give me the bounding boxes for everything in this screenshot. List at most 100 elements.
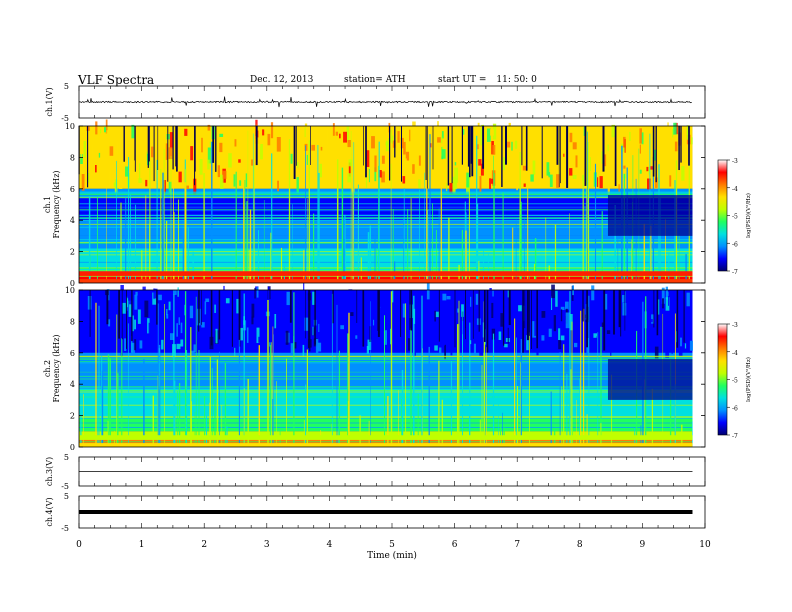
psd-noise <box>408 338 411 351</box>
psd-noise <box>83 141 86 158</box>
psd-noise <box>381 171 385 183</box>
psd-noise <box>570 314 573 331</box>
psd-noise <box>125 166 129 177</box>
psd-noise <box>678 348 683 357</box>
psd-noise <box>180 339 184 347</box>
psd-noise <box>131 336 133 353</box>
psd-noise <box>91 144 94 159</box>
psd-noise <box>441 131 444 139</box>
psd-noise <box>180 322 183 334</box>
psd-noise <box>125 317 129 330</box>
xtick-label: 1 <box>139 540 145 550</box>
psd-noise <box>599 176 603 189</box>
psd-noise <box>681 166 685 181</box>
psd-noise <box>131 342 135 355</box>
psd-noise <box>462 129 465 135</box>
psd-noise <box>576 302 579 308</box>
psd-noise <box>620 143 625 152</box>
psd-noise <box>391 290 394 303</box>
ch2-spectrogram-frame <box>78 289 706 448</box>
psd-noise <box>654 177 658 188</box>
psd-noise <box>597 177 599 188</box>
psd-noise <box>556 174 560 188</box>
psd-noise <box>470 340 472 345</box>
psd-noise <box>297 161 299 169</box>
ytick-label: 4 <box>70 216 75 225</box>
ytick-label: 6 <box>70 185 75 194</box>
psd-noise <box>412 164 415 174</box>
psd-noise <box>132 315 134 332</box>
psd-noise <box>138 178 142 183</box>
psd-noise <box>170 333 174 340</box>
psd-noise <box>426 313 431 323</box>
psd-noise <box>433 294 436 299</box>
psd-noise <box>684 343 687 349</box>
psd-noise <box>251 316 254 325</box>
psd-noise <box>234 347 236 357</box>
psd-noise <box>558 151 560 164</box>
start-prefix: start UT = <box>438 75 487 85</box>
psd-noise <box>326 129 329 146</box>
psd-noise <box>654 346 659 359</box>
psd-noise <box>639 169 642 174</box>
psd-noise <box>500 313 504 327</box>
colorbar-tick-label: -3 <box>732 322 738 329</box>
psd-noise <box>303 335 305 343</box>
psd-noise <box>355 335 358 339</box>
psd-noise <box>661 315 664 321</box>
psd-noise <box>178 171 182 183</box>
psd-noise <box>87 173 90 183</box>
psd-noise <box>430 143 432 148</box>
psd-noise <box>350 312 354 316</box>
psd-noise <box>193 178 197 195</box>
ch1-trace <box>78 96 692 108</box>
psd-noise <box>546 162 550 176</box>
psd-noise <box>166 314 169 319</box>
psd-noise <box>551 296 553 310</box>
psd-noise <box>650 166 654 170</box>
psd-noise <box>569 132 573 143</box>
psd-noise <box>207 159 210 170</box>
psd-noise <box>381 155 385 164</box>
psd-noise <box>201 322 205 328</box>
psd-noise <box>691 137 693 145</box>
psd-noise <box>137 309 141 324</box>
psd-noise <box>311 144 315 151</box>
psd-noise <box>418 179 421 188</box>
psd-noise <box>639 128 642 144</box>
psd-noise <box>661 287 665 304</box>
psd-noise <box>285 330 289 345</box>
psd-noise <box>390 129 392 143</box>
psd-noise <box>560 309 563 322</box>
psd-noise <box>489 178 491 189</box>
psd-noise <box>488 149 490 166</box>
psd-noise <box>403 141 406 155</box>
psd-noise <box>228 153 232 168</box>
psd-noise <box>666 291 669 300</box>
psd-noise <box>575 155 578 168</box>
psd-noise <box>596 308 599 315</box>
psd-noise <box>315 177 318 187</box>
ylabel: ch.4(V) <box>45 497 54 526</box>
psd-noise <box>268 286 270 302</box>
psd-noise <box>506 141 511 148</box>
psd-noise <box>293 342 297 349</box>
xtick-label: 6 <box>452 540 458 550</box>
psd-noise <box>639 144 641 154</box>
ytick-label: 10 <box>65 122 75 131</box>
psd-noise <box>607 178 610 195</box>
psd-noise <box>504 343 508 348</box>
psd-noise <box>335 131 338 136</box>
psd-noise <box>378 126 383 132</box>
psd-noise <box>142 286 146 298</box>
psd-noise <box>418 155 421 166</box>
psd-noise <box>80 333 82 339</box>
psd-noise <box>256 137 261 147</box>
psd-noise <box>343 131 347 143</box>
psd-noise <box>437 137 441 143</box>
psd-noise <box>144 300 149 318</box>
psd-noise <box>532 321 536 338</box>
psd-noise <box>536 342 539 356</box>
